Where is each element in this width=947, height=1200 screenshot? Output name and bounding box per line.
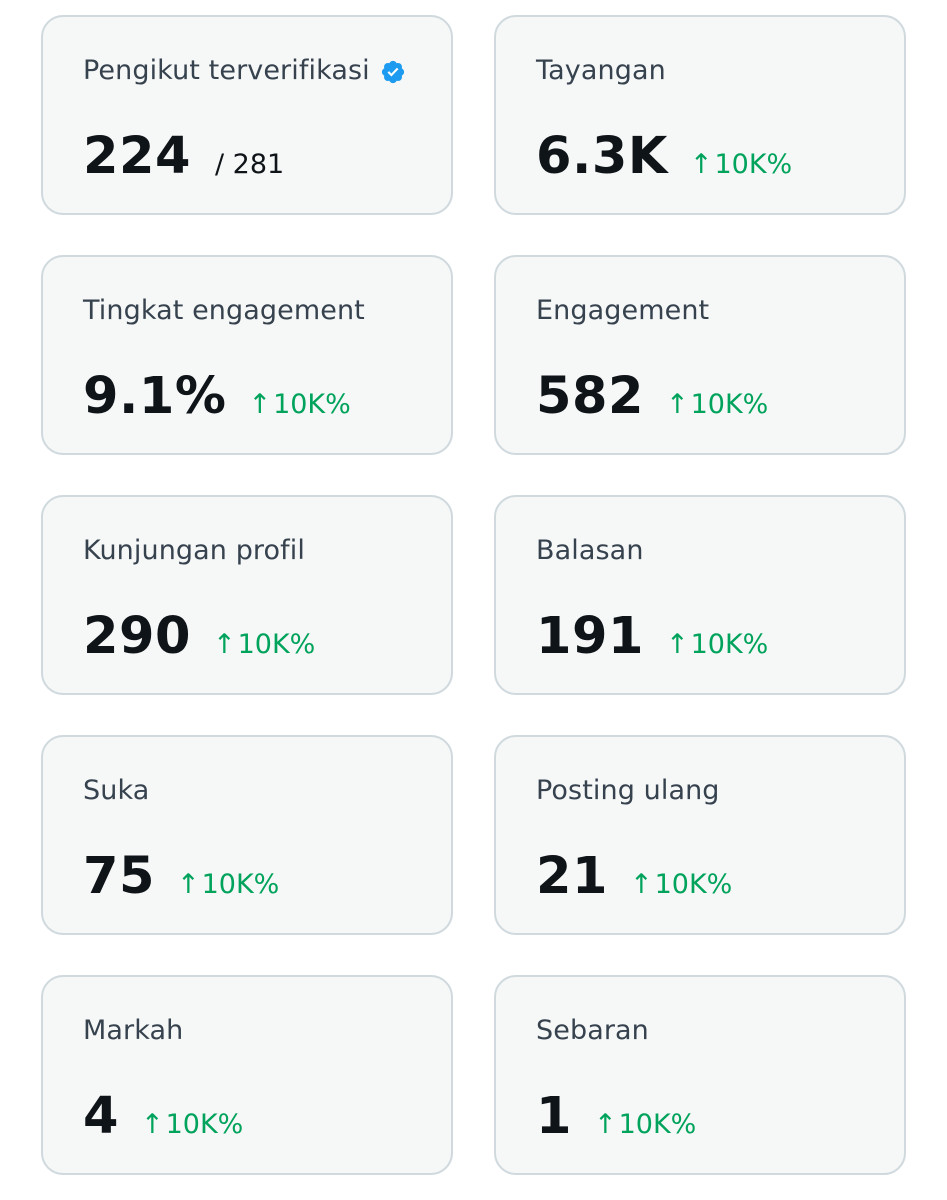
metric-trend: ↑ 10K%: [666, 629, 768, 660]
metric-value: 4: [83, 1087, 119, 1146]
metric-card-engagement-rate[interactable]: Tingkat engagement 9.1% ↑ 10K%: [41, 255, 453, 455]
arrow-up-icon: ↑: [594, 1109, 617, 1140]
metric-value-row: 290 ↑ 10K%: [83, 607, 315, 666]
arrow-up-icon: ↑: [629, 869, 653, 900]
metric-trend: ↑ 10K%: [177, 869, 279, 900]
metric-value-row: 191 ↑ 10K%: [536, 607, 768, 666]
metric-trend: ↑ 10K%: [690, 149, 792, 180]
metric-trend-value: 10K%: [714, 149, 793, 180]
metric-trend-value: 10K%: [690, 389, 769, 420]
arrow-up-icon: ↑: [665, 389, 689, 420]
metric-value-row: 75 ↑ 10K%: [83, 847, 279, 906]
metric-value-row: 6.3K ↑ 10K%: [536, 127, 792, 186]
arrow-up-icon: ↑: [212, 629, 236, 660]
metric-trend-value: 10K%: [165, 1109, 244, 1140]
metric-trend: ↑ 10K%: [594, 1109, 696, 1140]
metric-value-row: 9.1% ↑ 10K%: [83, 367, 351, 426]
metric-value: 191: [536, 607, 644, 666]
metric-value-row: 21 ↑ 10K%: [536, 847, 732, 906]
metric-title-label: Pengikut terverifikasi: [83, 55, 370, 86]
metric-trend-value: 10K%: [201, 869, 280, 900]
metric-title: Kunjungan profil: [83, 535, 305, 566]
metric-trend: ↑ 10K%: [141, 1109, 243, 1140]
metric-trend-value: 10K%: [273, 389, 351, 420]
metric-title: Posting ulang: [536, 775, 720, 806]
arrow-up-icon: ↑: [141, 1109, 164, 1140]
metric-value-row: 582 ↑ 10K%: [536, 367, 768, 426]
arrow-up-icon: ↑: [176, 869, 200, 900]
metric-trend: ↑ 10K%: [248, 389, 350, 420]
metric-title: Balasan: [536, 535, 644, 566]
metric-title: Markah: [83, 1015, 184, 1046]
verified-badge-icon: [380, 59, 406, 85]
metric-card-impressions[interactable]: Tayangan 6.3K ↑ 10K%: [494, 15, 906, 215]
metric-value: 21: [536, 847, 608, 906]
metric-value: 1: [536, 1087, 572, 1146]
metric-value: 582: [536, 367, 644, 426]
metric-title: Pengikut terverifikasi: [83, 55, 406, 86]
metric-card-replies[interactable]: Balasan 191 ↑ 10K%: [494, 495, 906, 695]
metric-total: / 281: [214, 149, 285, 180]
metric-card-verified-followers[interactable]: Pengikut terverifikasi 224 / 281: [41, 15, 453, 215]
metric-card-engagements[interactable]: Engagement 582 ↑ 10K%: [494, 255, 906, 455]
metric-title: Sebaran: [536, 1015, 649, 1046]
metric-trend-value: 10K%: [618, 1109, 697, 1140]
metric-title: Engagement: [536, 295, 710, 326]
metric-value-row: 1 ↑ 10K%: [536, 1087, 696, 1146]
metric-card-reposts[interactable]: Posting ulang 21 ↑ 10K%: [494, 735, 906, 935]
metric-trend-value: 10K%: [237, 629, 316, 660]
analytics-metrics-grid: Pengikut terverifikasi 224 / 281 Tayanga…: [41, 15, 906, 1175]
metric-value: 9.1%: [83, 367, 227, 426]
metric-card-likes[interactable]: Suka 75 ↑ 10K%: [41, 735, 453, 935]
metric-value: 224: [83, 127, 191, 186]
metric-card-bookmarks[interactable]: Markah 4 ↑ 10K%: [41, 975, 453, 1175]
metric-trend-value: 10K%: [654, 869, 733, 900]
metric-value: 75: [83, 847, 155, 906]
metric-title: Tingkat engagement: [83, 295, 365, 326]
metric-value-row: 224 / 281: [83, 127, 284, 186]
metric-value-row: 4 ↑ 10K%: [83, 1087, 243, 1146]
arrow-up-icon: ↑: [689, 149, 713, 180]
metric-value: 6.3K: [536, 127, 668, 186]
metric-trend-value: 10K%: [690, 629, 769, 660]
metric-card-shares[interactable]: Sebaran 1 ↑ 10K%: [494, 975, 906, 1175]
metric-title: Tayangan: [536, 55, 666, 86]
metric-value: 290: [83, 607, 191, 666]
metric-trend: ↑ 10K%: [213, 629, 315, 660]
metric-trend: ↑ 10K%: [630, 869, 732, 900]
metric-title: Suka: [83, 775, 150, 806]
metric-trend: ↑ 10K%: [666, 389, 768, 420]
arrow-up-icon: ↑: [248, 389, 272, 420]
arrow-up-icon: ↑: [665, 629, 689, 660]
metric-card-profile-visits[interactable]: Kunjungan profil 290 ↑ 10K%: [41, 495, 453, 695]
